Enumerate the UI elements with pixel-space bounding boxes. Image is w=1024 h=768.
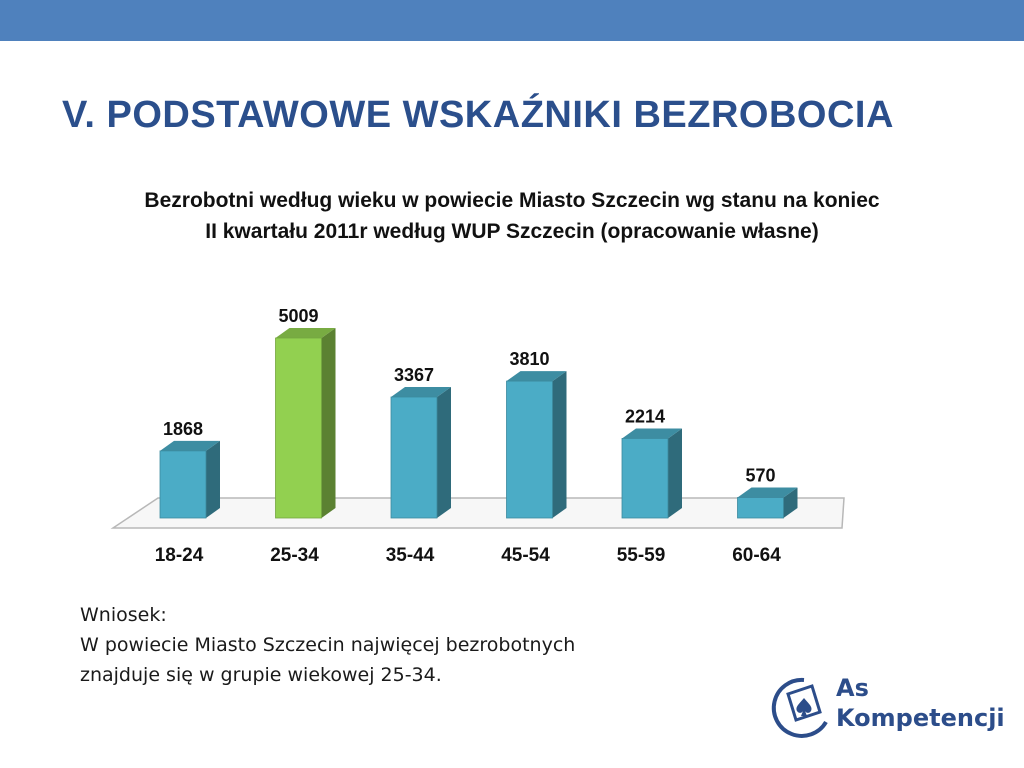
logo: As Kompetencji <box>766 668 1006 748</box>
x-tick-label-35-44: 35-44 <box>386 545 435 566</box>
bar-side-45-54 <box>552 371 567 518</box>
x-tick-label-25-34: 25-34 <box>270 545 319 566</box>
bar-side-25-34 <box>321 328 336 518</box>
conclusion-line-1: W powiecie Miasto Szczecin najwięcej bez… <box>80 634 576 656</box>
x-tick-label-60-64: 60-64 <box>732 545 781 566</box>
bar-top-25-34 <box>275 328 336 338</box>
chart-title-line-1: Bezrobotni według wieku w powiecie Miast… <box>144 189 880 212</box>
bar-side-60-64 <box>783 487 798 518</box>
data-label-55-59: 2214 <box>625 406 665 426</box>
bar-45-54 <box>506 380 553 519</box>
chart-floor <box>110 497 845 529</box>
x-tick-label-18-24: 18-24 <box>155 545 204 566</box>
data-label-45-54: 3810 <box>509 349 549 369</box>
spade-logo-icon <box>771 677 828 738</box>
chart-title-line-2: II kwartału 2011r według WUP Szczecin (o… <box>205 220 819 243</box>
bar-top-60-64 <box>737 487 798 498</box>
bar-25-34 <box>275 337 322 519</box>
x-tick-label-55-59: 55-59 <box>617 545 666 566</box>
logo-text-kompetencji: Kompetencji <box>836 704 1005 732</box>
bar-chart: 1868 18-24 5009 25-34 3367 35-44 3810 45-54 2214… <box>110 306 845 566</box>
conclusion-line-2: znajduje się w grupie wiekowej 25-34. <box>80 664 442 686</box>
conclusion: Wniosek: W powiecie Miasto Szczecin najw… <box>80 600 680 690</box>
bar-60-64 <box>737 497 784 519</box>
header-band <box>0 0 1024 41</box>
data-label-60-64: 570 <box>745 466 775 486</box>
data-label-35-44: 3367 <box>394 365 434 385</box>
data-label-18-24: 1868 <box>163 419 203 439</box>
bar-top-18-24 <box>160 440 220 451</box>
logo-text-as: As <box>836 674 869 702</box>
conclusion-heading: Wniosek: <box>80 604 167 626</box>
x-tick-label-45-54: 45-54 <box>501 545 550 566</box>
slide-title: V. PODSTAWOWE WSKAŹNIKI BEZROBOCIA <box>62 94 894 136</box>
data-label-25-34: 5009 <box>278 306 318 326</box>
bar-side-55-59 <box>668 428 682 518</box>
bar-top-55-59 <box>622 428 682 439</box>
bar-top-35-44 <box>391 387 451 398</box>
bar-side-18-24 <box>206 440 220 518</box>
bar-35-44 <box>390 396 438 519</box>
bar-55-59 <box>621 438 669 519</box>
bar-18-24 <box>159 450 207 519</box>
bar-top-45-54 <box>506 371 567 382</box>
bar-side-35-44 <box>437 387 451 518</box>
